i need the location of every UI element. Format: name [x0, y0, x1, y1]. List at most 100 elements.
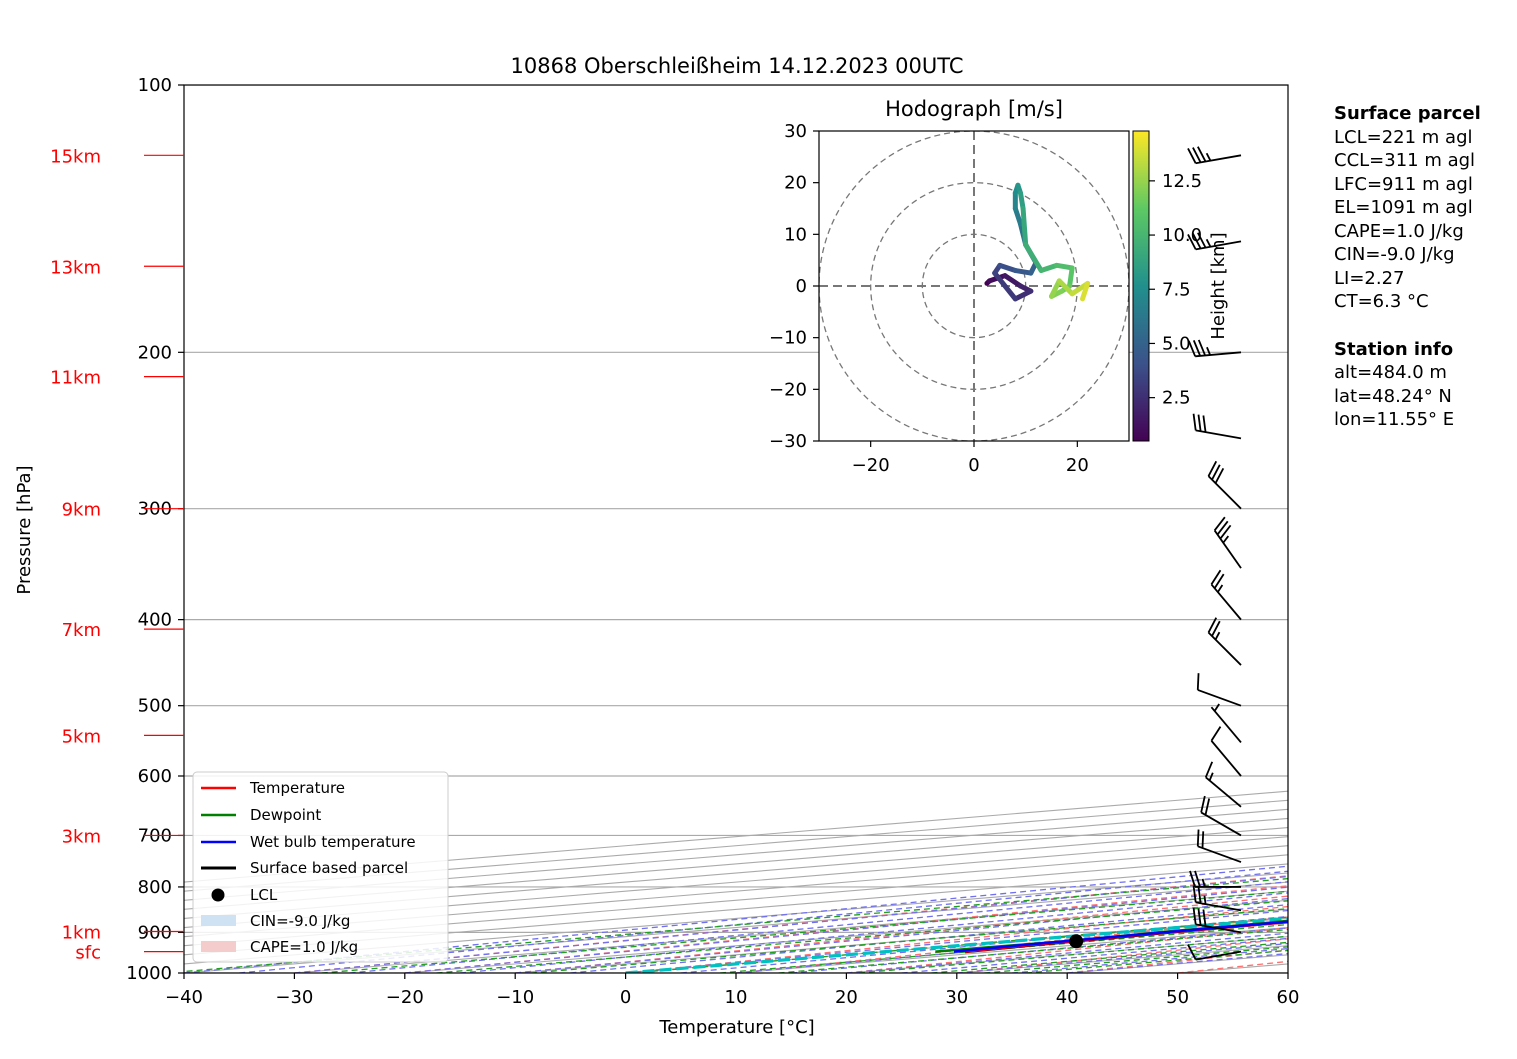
barb-flag	[1210, 726, 1222, 742]
hodograph-colorbar	[1132, 130, 1150, 442]
y-tick-label: 400	[138, 610, 172, 631]
hodograph-y-tick-label: −20	[769, 379, 807, 400]
hodograph-segment	[1049, 278, 1062, 299]
legend-wetbulb-label: Wet bulb temperature	[250, 833, 416, 851]
barb-staff	[1207, 631, 1242, 666]
surface-li: LI=2.27	[1334, 267, 1405, 289]
barb-flag	[1210, 569, 1222, 585]
barb-flag	[1213, 573, 1225, 589]
x-tick-label: 10	[725, 987, 748, 1008]
barb-staff	[1213, 529, 1242, 569]
height-label: 13km	[50, 257, 101, 278]
colorbar-ticks: 2.5 5.0 7.5 10.0 12.5	[1149, 171, 1202, 409]
colorbar-tick-label: 7.5	[1162, 279, 1191, 300]
wind-barb	[1189, 870, 1241, 888]
barb-half-flag	[1213, 703, 1220, 712]
barb-flag	[1197, 414, 1202, 432]
barb-staff	[1195, 901, 1242, 912]
x-tick-label: 50	[1166, 987, 1189, 1008]
barb-staff	[1195, 923, 1242, 934]
barb-flag	[1197, 232, 1207, 249]
hodograph-y-tick-label: −30	[769, 431, 807, 452]
station-info-heading: Station info	[1334, 338, 1454, 360]
wind-barb	[1207, 460, 1242, 510]
lcl-point	[1069, 934, 1084, 949]
barb-flag	[1207, 617, 1218, 633]
barb-half-flag	[1208, 772, 1214, 781]
barb-flag	[1192, 147, 1202, 163]
mixing-ratio-line	[931, 941, 1288, 973]
barb-flag	[1192, 907, 1197, 925]
barb-flag	[1197, 886, 1202, 904]
x-tick-label: −10	[496, 987, 534, 1008]
barb-staff	[1210, 583, 1242, 621]
y-tick-label: 600	[138, 766, 172, 787]
barb-flag	[1197, 339, 1206, 356]
moist-adiabat-line	[459, 892, 1288, 973]
wind-barb	[1187, 232, 1242, 251]
x-tick-label: 20	[835, 987, 858, 1008]
barb-flag	[1192, 885, 1197, 903]
barb-flag	[1196, 673, 1200, 690]
barb-flag	[1187, 340, 1197, 357]
barb-half-flag	[1214, 631, 1221, 641]
barb-flag	[1196, 829, 1200, 847]
hodograph-segment	[1056, 278, 1075, 297]
hodograph-x-tick-label: −20	[852, 455, 890, 476]
legend-box	[192, 771, 449, 963]
x-tick-label: −20	[386, 987, 424, 1008]
x-tick-label: 0	[620, 987, 631, 1008]
x-tick-label: −40	[165, 987, 203, 1008]
wind-barb	[1207, 617, 1242, 666]
surface-cape: CAPE=1.0 J/kg	[1334, 220, 1464, 242]
colorbar-tick-label: 5.0	[1162, 333, 1191, 354]
height-label: 9km	[62, 500, 101, 521]
legend-parcel-label: Surface based parcel	[250, 859, 408, 877]
wind-barb	[1192, 907, 1242, 934]
y-axis-label: Pressure [hPa]	[14, 465, 35, 594]
barb-flag	[1197, 146, 1207, 162]
barb-flag	[1213, 516, 1226, 532]
barb-flag	[1187, 234, 1197, 250]
colorbar-tick-label: 2.5	[1162, 388, 1191, 409]
hodograph-segment	[1018, 190, 1026, 211]
barb-flag	[1219, 524, 1232, 540]
hodograph-trace	[984, 182, 1091, 302]
hodograph-segment	[992, 270, 1018, 302]
legend-cin-swatch	[201, 915, 236, 926]
barb-flag	[1204, 798, 1211, 816]
surface-ct: CT=6.3 °C	[1334, 291, 1429, 312]
isotherm-line	[184, 817, 1288, 910]
colorbar-label: Height [km]	[1208, 232, 1229, 339]
y-tick-label: 200	[138, 342, 172, 363]
legend-cape-label: CAPE=1.0 J/kg	[250, 938, 358, 956]
barb-half-flag	[1205, 238, 1212, 248]
barb-flag	[1200, 795, 1206, 813]
barb-flag	[1197, 908, 1202, 926]
wind-barb	[1187, 339, 1242, 358]
hodograph-ticks: −20 0 20 −30 −20 −10 0 10 20 30	[769, 121, 1089, 476]
barb-flag	[1201, 831, 1205, 849]
barb-flag	[1211, 620, 1221, 637]
info-panel: Surface parcel LCL=221 m agl CCL=311 m a…	[1334, 102, 1514, 432]
hodograph-segment	[1067, 265, 1075, 289]
hodograph-y-tick-label: 0	[796, 276, 807, 297]
isotherm-line	[184, 790, 1288, 883]
barb-half-flag	[1217, 584, 1224, 593]
height-label: 1km	[62, 923, 101, 944]
surface-ccl: CCL=311 m agl	[1334, 150, 1476, 171]
y-tick-label: 100	[138, 75, 172, 96]
barb-flag	[1189, 870, 1196, 888]
barb-flag	[1192, 340, 1201, 357]
dry-adiabat-line	[515, 895, 1288, 973]
y-tick-label: 900	[138, 922, 172, 943]
barb-staff	[1195, 429, 1242, 440]
barb-staff	[1210, 740, 1242, 777]
barb-staff	[1195, 240, 1242, 251]
hodograph-segment	[1080, 280, 1091, 302]
hodograph-x-tick-label: 20	[1066, 455, 1089, 476]
height-label: 7km	[62, 620, 101, 641]
mixing-ratio-line	[530, 908, 1288, 973]
hodograph-y-tick-label: −10	[769, 328, 807, 349]
